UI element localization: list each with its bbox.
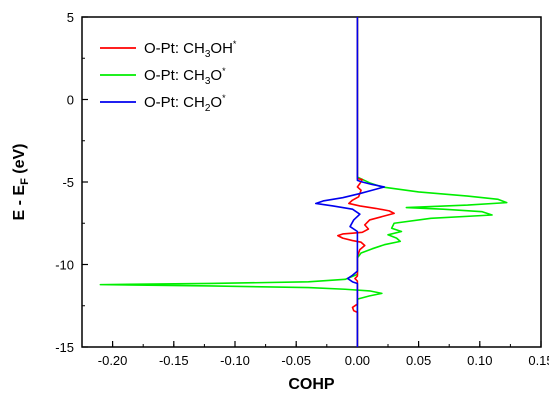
x-tick-label: -0.20 <box>98 353 128 368</box>
y-tick-label: -5 <box>62 175 74 190</box>
y-tick-label: -15 <box>55 340 74 355</box>
legend-entry: O-Pt: CH2O* <box>144 93 226 114</box>
x-tick-label: -0.05 <box>281 353 311 368</box>
y-tick-label: 0 <box>67 93 74 108</box>
y-axis-title: E - EF (eV) <box>11 144 31 221</box>
x-tick-label: 0.05 <box>406 353 431 368</box>
x-tick-label: 0.00 <box>345 353 370 368</box>
x-axis-title: COHP <box>288 376 335 393</box>
legend-entry: O-Pt: CH3O* <box>144 66 226 87</box>
x-tick-label: 0.15 <box>528 353 549 368</box>
series-line-1 <box>99 17 508 347</box>
y-tick-label: 5 <box>67 10 74 25</box>
legend-entry: O-Pt: CH3OH* <box>144 39 237 60</box>
y-tick-label: -10 <box>55 258 74 273</box>
series-line-0 <box>337 17 395 347</box>
series-line-2 <box>314 17 386 347</box>
x-tick-label: -0.15 <box>159 353 189 368</box>
x-tick-label: -0.10 <box>220 353 250 368</box>
x-tick-label: 0.10 <box>467 353 492 368</box>
